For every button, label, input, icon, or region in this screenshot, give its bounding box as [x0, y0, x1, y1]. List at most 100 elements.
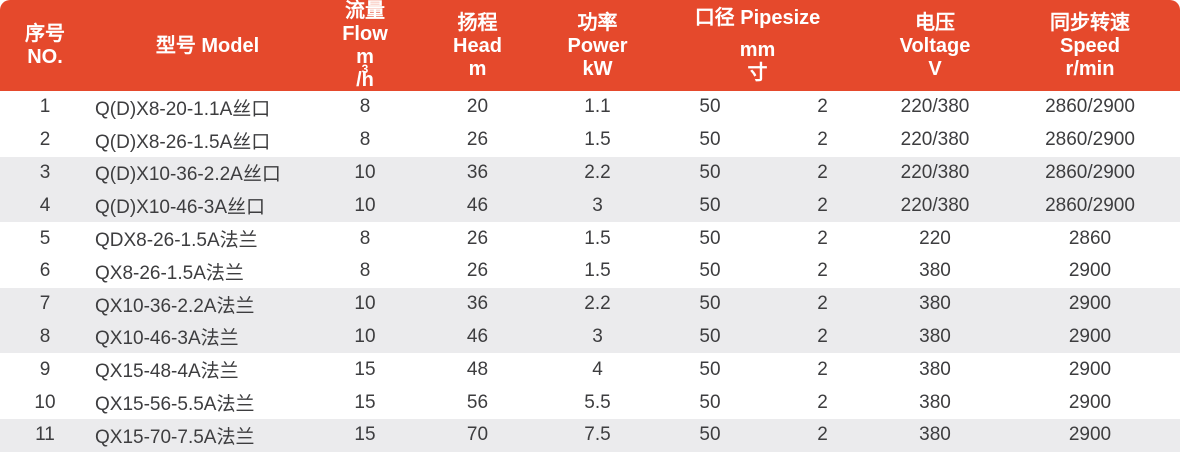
row-model: Q(D)X10-36-2.2A丝口: [95, 164, 281, 186]
header-cell-model: 型号 Model: [90, 0, 325, 92]
row-no: 10: [34, 391, 56, 413]
row-voltage: 380: [919, 293, 951, 315]
row-model: QX15-48-4A法兰: [95, 361, 239, 383]
row-pipesize-inch: 2: [817, 161, 828, 183]
header-cell-speed: 同步转速 Speed r/min: [1000, 0, 1180, 92]
row-voltage: 380: [919, 358, 951, 380]
row-speed: 2860/2900: [1045, 194, 1135, 216]
row-model: QX8-26-1.5A法兰: [95, 262, 244, 284]
table-row: 9 QX15-48-4A法兰 15 48 4 50 2 380 2900: [0, 353, 1180, 387]
row-pipesize-inch: 2: [817, 260, 828, 282]
header-head-zh: 扬程: [457, 11, 498, 34]
row-pipesize-mm: 50: [699, 161, 721, 183]
header-no-zh: 序号: [25, 23, 65, 45]
row-model: Q(D)X8-26-1.5A丝口: [95, 131, 271, 153]
row-power: 7.5: [584, 424, 611, 446]
row-pipesize-mm: 50: [699, 391, 721, 413]
header-power-unit: kW: [582, 57, 613, 80]
table-row: 10 QX15-56-5.5A法兰 15 56 5.5 50 2 380 290…: [0, 386, 1180, 419]
row-power: 1.1: [584, 96, 611, 118]
row-speed: 2900: [1068, 391, 1112, 413]
table-row: 3 Q(D)X10-36-2.2A丝口 10 36 2.2 50 2 220/3…: [0, 156, 1180, 190]
row-voltage: 380: [919, 325, 951, 347]
table-row: 2 Q(D)X8-26-1.5A丝口 8 26 1.5 50 2 220/380…: [0, 123, 1180, 157]
row-voltage: 220/380: [900, 96, 970, 118]
row-speed: 2900: [1068, 293, 1112, 315]
row-pipesize-inch: 2: [817, 424, 828, 446]
row-pipesize-mm: 50: [699, 358, 721, 380]
row-no: 2: [39, 129, 51, 151]
header-cell-voltage: 电压 Voltage V: [870, 0, 1000, 92]
row-pipesize-inch: 2: [817, 227, 828, 249]
header-voltage-zh: 电压: [915, 11, 955, 34]
header-power-en: Power: [567, 34, 628, 57]
table-body: 1 Q(D)X8-20-1.1A丝口 8 20 1.1 50 2 220/380…: [0, 91, 1180, 452]
row-flow: 10: [354, 161, 376, 183]
header-pipesize-inch: 寸: [747, 62, 768, 84]
row-model: QX15-56-5.5A法兰: [95, 394, 255, 416]
row-no: 11: [35, 424, 55, 446]
row-pipesize-inch: 2: [817, 293, 828, 315]
row-speed: 2900: [1068, 424, 1112, 446]
row-pipesize-inch: 2: [817, 391, 828, 413]
row-voltage: 380: [919, 424, 951, 446]
header-voltage-unit: V: [928, 57, 942, 80]
table-row: 11 QX15-70-7.5A法兰 15 70 7.5 50 2 380 290…: [0, 418, 1180, 452]
row-pipesize-mm: 50: [699, 325, 721, 347]
header-flow-zh: 流量: [345, 0, 385, 22]
flow-unit-rest: /h: [356, 69, 374, 91]
header-pipesize-mm: mm: [739, 39, 776, 61]
row-power: 1.5: [584, 129, 611, 151]
row-pipesize-mm: 50: [699, 260, 721, 282]
row-flow: 8: [359, 260, 371, 282]
row-voltage: 220/380: [900, 129, 970, 151]
row-head: 36: [466, 161, 489, 183]
header-flow-en: Flow: [342, 23, 388, 45]
row-flow: 10: [354, 194, 376, 216]
table-header: 序号 NO. 型号 Model 流量 Flow m 3/h 扬程 Head m 功…: [0, 0, 1180, 91]
row-no: 5: [39, 227, 51, 249]
row-pipesize-mm: 50: [699, 194, 721, 216]
row-flow: 15: [354, 424, 376, 446]
row-speed: 2900: [1068, 325, 1112, 347]
row-speed: 2860: [1068, 227, 1112, 249]
header-pipesize-subrow: mm 寸: [740, 39, 776, 85]
row-speed: 2860/2900: [1045, 96, 1135, 118]
header-no-en: NO.: [27, 46, 63, 68]
row-speed: 2900: [1068, 260, 1112, 282]
row-pipesize-inch: 2: [817, 325, 828, 347]
row-no: 1: [39, 96, 51, 118]
header-power-zh: 功率: [577, 11, 618, 34]
row-head: 46: [466, 325, 489, 347]
row-flow: 8: [359, 227, 371, 249]
header-head-unit: m: [468, 57, 487, 80]
table-row: 8 QX10-46-3A法兰 10 46 3 50 2 380 2900: [0, 320, 1180, 354]
row-voltage: 220/380: [900, 161, 970, 183]
row-power: 5.5: [584, 391, 611, 413]
row-power: 4: [592, 358, 603, 380]
row-power: 1.5: [584, 227, 611, 249]
row-head: 56: [466, 391, 489, 413]
row-voltage: 380: [919, 391, 951, 413]
row-head: 20: [466, 96, 489, 118]
row-head: 36: [466, 293, 489, 315]
row-flow: 10: [354, 293, 376, 315]
row-power: 3: [592, 325, 603, 347]
row-voltage: 220/380: [900, 194, 970, 216]
row-head: 26: [466, 129, 489, 151]
row-no: 8: [39, 325, 51, 347]
row-flow: 15: [354, 358, 376, 380]
row-pipesize-inch: 2: [817, 129, 828, 151]
row-head: 26: [466, 227, 489, 249]
row-model: QX15-70-7.5A法兰: [95, 426, 255, 448]
header-cell-pipesize: 口径 Pipesize mm 寸: [645, 0, 870, 92]
row-pipesize-mm: 50: [699, 227, 721, 249]
row-model: QDX8-26-1.5A法兰: [95, 230, 258, 252]
row-speed: 2860/2900: [1045, 129, 1135, 151]
flow-unit-base: m: [356, 46, 374, 68]
pump-spec-table: 序号 NO. 型号 Model 流量 Flow m 3/h 扬程 Head m 功…: [0, 0, 1180, 452]
header-model-label: 型号 Model: [155, 34, 260, 57]
row-voltage: 220: [919, 227, 951, 249]
header-speed-zh: 同步转速: [1050, 11, 1130, 34]
row-pipesize-mm: 50: [699, 424, 721, 446]
